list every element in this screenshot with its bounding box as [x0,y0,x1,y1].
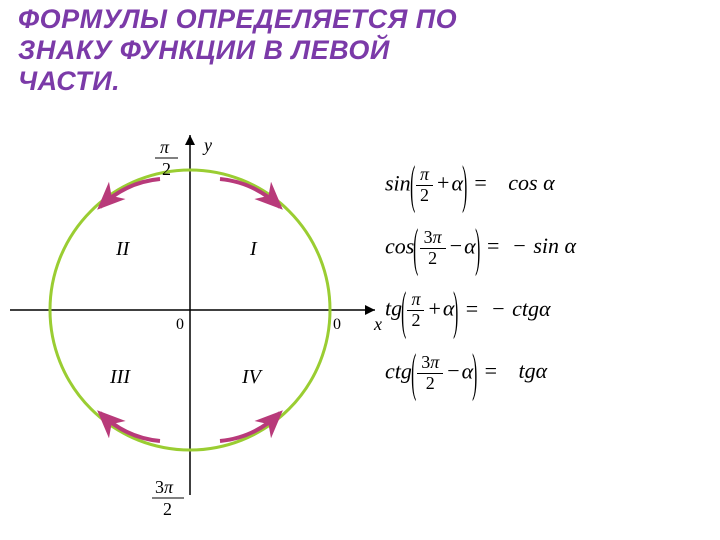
formula-2-lhs-fn: cos [385,233,414,258]
formula-1-rhs-arg: α [543,170,555,195]
formula-4-rhs-arg: α [536,358,548,383]
x-axis-label: x [373,314,382,334]
formula-1-frac-num: π [420,164,429,184]
formula-4-frac-den: 2 [417,374,443,394]
formula-3-eq: = [466,296,478,321]
title-line-2: ЗНАКУ ФУНКЦИИ В ЛЕВОЙ [18,35,390,65]
title-line-3: ЧАСТИ. [18,66,120,96]
y-axis-label: y [202,135,212,155]
formula-2-sign: − [513,233,525,258]
formula-4-sign [511,358,517,383]
bottom-angle-label: 3π 2 [152,477,184,519]
formula-3-lhs-fn: tg [385,296,402,321]
page-title: ФОРМУЛЫ ОПРЕДЕЛЯЕТСЯ ПО ЗНАКУ ФУНКЦИИ В … [0,0,720,105]
formula-1: sin(π2+α)= cos α [385,165,705,206]
formula-1-rhs-fn: cos [508,170,537,195]
formula-2-rhs-fn: sin [533,233,559,258]
formula-2-eq: = [487,233,499,258]
origin-label: 0 [176,316,184,333]
formula-3-rhs-arg: α [539,296,551,321]
formula-2-op: − [450,233,462,258]
formula-3-frac-num: π [411,289,420,309]
quadrant-2-label: II [115,238,131,260]
formula-4-rhs-fn: tg [518,358,535,383]
formula-1-lhs-fn: sin [385,170,411,195]
formula-3-op: + [428,296,440,321]
formula-4-lhs-fn: ctg [385,358,412,383]
formula-3-rhs-fn: ctg [512,296,539,321]
formula-1-sign [501,170,507,195]
quadrant-4-label: IV [241,366,264,388]
formula-2: cos(3π2−α)=− sin α [385,228,705,269]
formula-3-sign: − [492,296,504,321]
svg-text:3π: 3π [155,477,174,497]
formula-3-frac-den: 2 [407,311,424,331]
formula-4-frac-num-pi: π [430,352,439,372]
formula-1-op: + [437,170,449,195]
zero-right-label: 0 [333,316,341,333]
formulas-list: sin(π2+α)= cos α cos(3π2−α)=− sin α tg(π… [385,165,705,415]
title-line-1: ФОРМУЛЫ ОПРЕДЕЛЯЕТСЯ ПО [18,4,457,34]
formula-4-op: − [447,358,459,383]
y-axis-arrowhead [185,135,195,145]
formula-1-frac-den: 2 [416,186,433,206]
formula-2-arg: α [464,233,476,258]
svg-text:2: 2 [162,159,171,179]
quadrant-1-label: I [249,238,258,260]
formula-3: tg(π2+α)=− ctgα [385,290,705,331]
unit-circle-diagram: y x 0 0 π 2 3π 2 I II III IV [0,95,390,540]
svg-text:2: 2 [163,499,172,519]
formula-2-rhs-arg: α [565,233,577,258]
formula-2-frac-den: 2 [420,249,446,269]
formula-2-frac-num-pi: π [433,227,442,247]
formula-1-eq: = [474,170,486,195]
formula-4-eq: = [485,358,497,383]
svg-text:π: π [160,137,170,157]
formula-4: ctg(3π2−α)= tgα [385,353,705,394]
quadrant-3-label: III [109,366,131,388]
content-area: y x 0 0 π 2 3π 2 I II III IV sin(π2 [0,105,720,540]
